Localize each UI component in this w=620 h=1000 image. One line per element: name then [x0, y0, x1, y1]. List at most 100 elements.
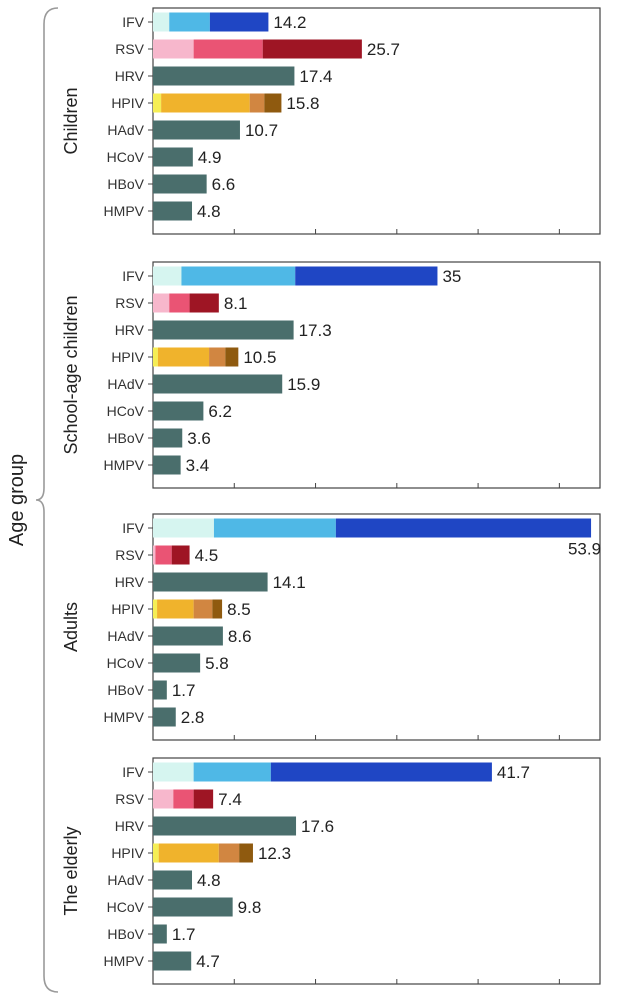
value-label: 4.5 — [195, 546, 219, 565]
bar-segment-rsv-2 — [193, 39, 263, 59]
bar-segment-hbov-1 — [153, 428, 183, 448]
panels: Children IFV 14.2 RSV 25.7 HRV 17.4 HPIV 15.8 HAd… — [61, 7, 601, 985]
bar-segment-rsv-1 — [153, 545, 156, 565]
bar-segment-hpiv-4 — [225, 347, 239, 367]
bar-segment-hadv-1 — [153, 626, 223, 646]
category-label: HCoV — [107, 899, 145, 915]
age-group-brace — [35, 7, 59, 993]
bar-segment-ifv-2 — [169, 12, 210, 32]
bar-segment-hpiv-1 — [153, 599, 158, 619]
value-label: 14.2 — [273, 13, 306, 32]
bar-segment-hpiv-2 — [157, 347, 210, 367]
category-label: HRV — [115, 322, 145, 338]
category-label: HRV — [115, 68, 145, 84]
group-label: School-age children — [61, 295, 81, 454]
bar-segment-hpiv-1 — [153, 347, 158, 367]
category-label: HPIV — [111, 601, 144, 617]
bar-segment-hpiv-1 — [153, 843, 159, 863]
value-label: 35 — [442, 267, 461, 286]
bar-segment-ifv-1 — [153, 518, 214, 538]
bar-segment-hmpv-1 — [153, 201, 193, 221]
category-label: IFV — [122, 268, 144, 284]
bar-segment-hpiv-4 — [239, 843, 253, 863]
bar-segment-ifv-3 — [209, 12, 269, 32]
panel-adults: Adults IFV 53.9 RSV 4.5 HRV 14.1 HPIV 8.5 HAdV 8.6… — [61, 513, 601, 741]
bar-segment-hrv-1 — [153, 66, 295, 86]
category-label: HCoV — [107, 149, 145, 165]
category-label: RSV — [115, 547, 144, 563]
bar-segment-hcov-1 — [153, 897, 233, 917]
value-label: 25.7 — [367, 40, 400, 59]
value-label: 4.8 — [197, 871, 221, 890]
bar-segment-hpiv-4 — [212, 599, 223, 619]
category-label: HRV — [115, 818, 145, 834]
bar-segment-rsv-3 — [262, 39, 362, 59]
bar-segment-rsv-3 — [171, 545, 190, 565]
value-label: 4.9 — [198, 148, 222, 167]
category-label: HAdV — [107, 122, 144, 138]
bar-segment-hcov-1 — [153, 401, 204, 421]
bar-segment-hmpv-1 — [153, 951, 192, 971]
bar-segment-rsv-2 — [155, 545, 172, 565]
bar-segment-ifv-3 — [270, 762, 492, 782]
bar-segment-hadv-1 — [153, 870, 193, 890]
bar-segment-ifv-3 — [335, 518, 592, 538]
bar-segment-hadv-1 — [153, 374, 283, 394]
category-label: HPIV — [111, 349, 144, 365]
category-label: HBoV — [107, 926, 144, 942]
category-label: RSV — [115, 41, 144, 57]
bar-segment-ifv-2 — [193, 762, 271, 782]
bar-segment-hmpv-1 — [153, 707, 176, 727]
value-label: 8.1 — [224, 294, 248, 313]
value-label: 9.8 — [238, 898, 262, 917]
category-label: HMPV — [104, 203, 145, 219]
bar-segment-hbov-1 — [153, 174, 207, 194]
value-label: 10.7 — [245, 121, 278, 140]
category-label: IFV — [122, 520, 144, 536]
bar-segment-ifv-1 — [153, 266, 182, 286]
value-label: 15.9 — [287, 375, 320, 394]
category-label: HPIV — [111, 95, 144, 111]
bar-segment-hcov-1 — [153, 147, 193, 167]
value-label: 8.5 — [227, 600, 251, 619]
bar-segment-rsv-2 — [169, 293, 190, 313]
value-label: 53.9 — [568, 540, 601, 559]
value-label: 10.5 — [243, 348, 276, 367]
bar-segment-ifv-2 — [213, 518, 336, 538]
category-label: HMPV — [104, 457, 145, 473]
value-label: 1.7 — [172, 681, 196, 700]
bar-segment-hpiv-1 — [153, 93, 162, 113]
age-group-brace-path — [35, 7, 59, 993]
category-label: HAdV — [107, 376, 144, 392]
bar-segment-hpiv-2 — [158, 843, 219, 863]
bar-segment-rsv-2 — [173, 789, 194, 809]
value-label: 6.6 — [212, 175, 236, 194]
y-axis-title: Age group — [6, 454, 28, 546]
group-label: The elderly — [61, 826, 81, 915]
bar-segment-hbov-1 — [153, 924, 167, 944]
bar-segment-hpiv-3 — [218, 843, 240, 863]
value-label: 6.2 — [208, 402, 232, 421]
category-label: HAdV — [107, 872, 144, 888]
group-label: Adults — [61, 602, 81, 652]
bar-segment-hbov-1 — [153, 680, 167, 700]
value-label: 7.4 — [218, 790, 242, 809]
category-label: HMPV — [104, 709, 145, 725]
category-label: RSV — [115, 295, 144, 311]
group-label: Children — [61, 87, 81, 154]
bar-segment-hrv-1 — [153, 320, 294, 340]
value-label: 15.8 — [286, 94, 319, 113]
bar-segment-rsv-3 — [193, 789, 214, 809]
category-label: HMPV — [104, 953, 145, 969]
bar-segment-ifv-3 — [295, 266, 438, 286]
category-label: HBoV — [107, 176, 144, 192]
category-label: HCoV — [107, 403, 145, 419]
value-label: 2.8 — [181, 708, 205, 727]
bar-segment-ifv-2 — [181, 266, 296, 286]
panel-the-elderly: The elderly IFV 41.7 RSV 7.4 HRV 17.6 HPIV 12.3 H… — [61, 757, 601, 985]
bar-segment-hpiv-3 — [209, 347, 226, 367]
value-label: 8.6 — [228, 627, 252, 646]
value-label: 4.8 — [197, 202, 221, 221]
bar-segment-rsv-1 — [153, 789, 174, 809]
bar-segment-ifv-1 — [153, 762, 194, 782]
